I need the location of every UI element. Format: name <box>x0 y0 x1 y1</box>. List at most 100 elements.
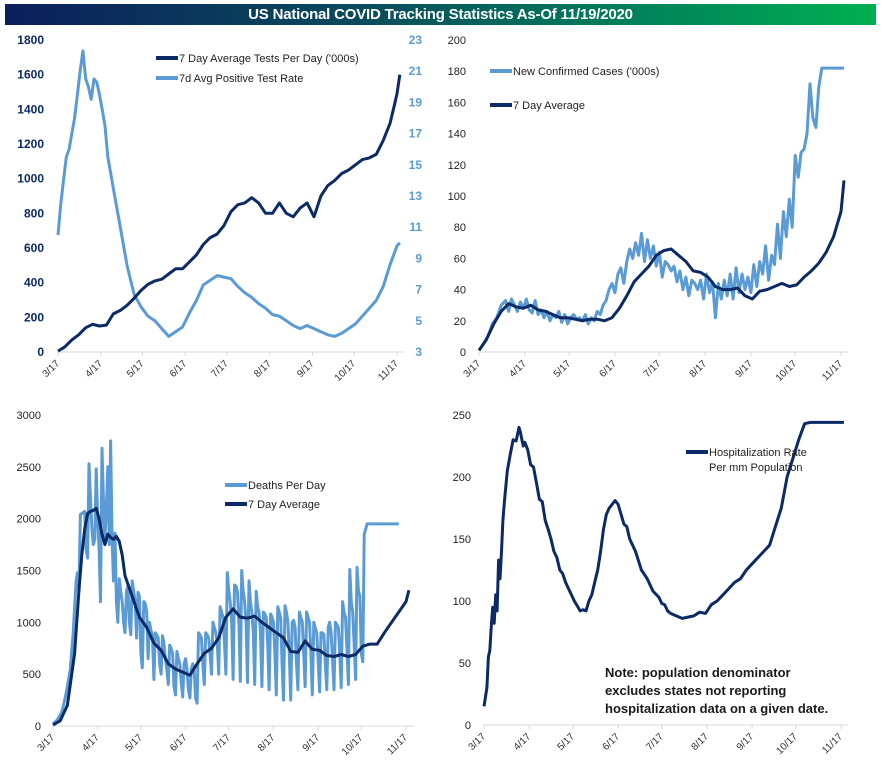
annotation-note-line: excludes states not reporting <box>605 683 786 698</box>
y-right-tick-label: 19 <box>409 95 423 109</box>
x-tick-label: 3/17 <box>462 358 484 380</box>
x-tick-label: 11/17 <box>385 732 410 757</box>
y-tick-label: 1800 <box>17 33 44 47</box>
x-tick-label: 10/17 <box>774 358 800 384</box>
x-tick-label: 8/17 <box>690 731 712 753</box>
x-tick-label: 4/17 <box>512 731 534 753</box>
y-tick-label: 200 <box>453 472 471 484</box>
x-tick-label: 6/17 <box>601 731 623 753</box>
y-tick-label: 1200 <box>17 137 44 151</box>
legend-label: 7d Avg Positive Test Rate <box>179 73 303 85</box>
y-tick-label: 600 <box>24 241 44 255</box>
y-tick-label: 100 <box>448 191 466 203</box>
y-right-tick-label: 23 <box>409 33 423 47</box>
x-tick-label: 9/17 <box>295 358 317 380</box>
x-tick-label: 9/17 <box>301 732 323 754</box>
x-tick-label: 5/17 <box>123 732 145 754</box>
x-tick-label: 7/17 <box>211 732 233 754</box>
x-tick-label: 8/17 <box>256 732 278 754</box>
y-right-tick-label: 5 <box>415 314 422 328</box>
y-tick-label: 180 <box>448 66 466 78</box>
report-title-banner: US National COVID Tracking Statistics As… <box>5 4 876 25</box>
y-tick-label: 3000 <box>17 410 41 422</box>
y-right-tick-label: 21 <box>409 64 423 78</box>
y-right-tick-label: 13 <box>409 189 423 203</box>
hospitalization-chart: 3/17 4/17 5/17 6/17 7/17 8/17 9/17 10/17 11/17 0 5… <box>453 410 848 757</box>
y-tick-label: 160 <box>448 97 466 109</box>
series-line-7-day-average <box>52 506 411 727</box>
legend-label: 7 Day Average <box>248 499 320 511</box>
y-tick-label: 0 <box>460 347 466 359</box>
x-tick-label: 9/17 <box>733 358 755 380</box>
x-tick-label: 4/17 <box>507 358 529 380</box>
annotation-note-line: hospitalization data on a given date. <box>605 701 828 716</box>
x-tick-label: 8/17 <box>252 358 274 380</box>
y-right-tick-label: 9 <box>415 251 422 265</box>
y-tick-label: 1600 <box>17 68 44 82</box>
tests-chart: 3/17 4/17 5/17 6/17 7/17 8/17 9/17 10/17 11/17 0 2… <box>17 33 422 384</box>
legend-label: 7 Day Average Tests Per Day ('000s) <box>179 53 359 65</box>
y-tick-label: 1500 <box>17 566 41 578</box>
x-tick-label: 7/17 <box>644 731 666 753</box>
y-right-tick-label: 3 <box>415 345 422 359</box>
y-tick-label: 0 <box>35 721 41 733</box>
y-tick-label: 100 <box>453 596 471 608</box>
series-line-7d-avg-positive-test-rate <box>56 49 401 338</box>
y-tick-label: 1000 <box>17 617 41 629</box>
y-tick-label: 80 <box>454 222 466 234</box>
x-tick-label: 8/17 <box>688 358 710 380</box>
x-tick-label: 6/17 <box>168 732 190 754</box>
y-tick-label: 40 <box>454 285 466 297</box>
y-tick-label: 200 <box>24 310 44 324</box>
x-tick-label: 7/17 <box>642 358 664 380</box>
series-line-hospitalization-rate-per-mm-population <box>482 420 844 707</box>
y-tick-label: 150 <box>453 534 471 546</box>
y-tick-label: 2000 <box>17 514 41 526</box>
x-tick-label: 10/17 <box>340 732 366 758</box>
y-tick-label: 800 <box>24 206 44 220</box>
series-line-7-day-average-tests-per-day-000s <box>57 74 402 353</box>
x-tick-label: 10/17 <box>333 358 359 384</box>
y-tick-label: 250 <box>453 410 471 422</box>
x-tick-label: 5/17 <box>125 358 147 380</box>
y-tick-label: 400 <box>24 276 44 290</box>
legend-label: 7 Day Average <box>513 100 585 112</box>
annotation-note-line: Note: population denominator <box>605 665 791 680</box>
x-tick-label: 10/17 <box>774 731 800 757</box>
y-tick-label: 120 <box>448 160 466 172</box>
x-tick-label: 3/17 <box>36 732 58 754</box>
y-right-tick-label: 17 <box>409 127 423 141</box>
x-tick-label: 11/17 <box>376 358 401 383</box>
y-right-tick-label: 7 <box>415 283 422 297</box>
deaths-chart: 3/17 4/17 5/17 6/17 7/17 8/17 9/17 10/17 11/17 0 5… <box>17 410 414 758</box>
x-tick-label: 4/17 <box>83 358 105 380</box>
y-tick-label: 500 <box>23 669 41 681</box>
x-tick-label: 6/17 <box>168 358 190 380</box>
y-tick-label: 20 <box>454 316 466 328</box>
y-tick-label: 1400 <box>17 102 44 116</box>
x-tick-label: 11/17 <box>820 731 845 756</box>
y-tick-label: 60 <box>454 253 466 265</box>
x-tick-label: 3/17 <box>467 731 489 753</box>
y-right-tick-label: 11 <box>409 220 422 234</box>
y-tick-label: 0 <box>465 720 471 732</box>
x-tick-label: 9/17 <box>735 731 757 753</box>
y-tick-label: 1000 <box>17 172 44 186</box>
y-right-tick-label: 15 <box>409 158 423 172</box>
x-tick-label: 7/17 <box>209 358 231 380</box>
y-tick-label: 50 <box>459 658 471 670</box>
y-tick-label: 0 <box>37 345 44 359</box>
series-line-deaths-per-day <box>51 439 399 725</box>
legend-label: Hospitalization Rate <box>709 447 807 459</box>
y-tick-label: 200 <box>448 35 466 47</box>
x-tick-label: 5/17 <box>555 731 577 753</box>
cases-chart: 3/17 4/17 5/17 6/17 7/17 8/17 9/17 10/17 11/17 0 2… <box>448 35 848 384</box>
x-tick-label: 11/17 <box>820 358 845 383</box>
y-tick-label: 140 <box>448 129 466 141</box>
series-line-7-day-average <box>477 180 846 352</box>
x-tick-label: 5/17 <box>552 358 574 380</box>
x-tick-label: 3/17 <box>41 358 63 380</box>
legend-label: New Confirmed Cases ('000s) <box>513 66 659 78</box>
x-tick-label: 4/17 <box>80 732 102 754</box>
